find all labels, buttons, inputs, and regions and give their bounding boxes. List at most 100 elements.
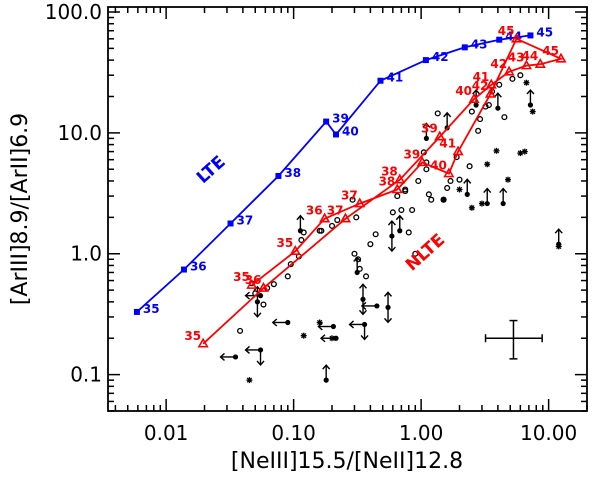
limit-point [244,291,264,300]
series-point [377,77,384,84]
observed-point [328,222,336,229]
series-point [503,65,515,76]
limit-point [317,322,336,331]
limit-point [395,214,404,234]
observed-point [409,206,416,214]
observed-point [496,81,503,88]
series-point [416,156,428,167]
limit-arrowhead [244,345,250,354]
limit-arrowhead [383,291,393,297]
series-point [443,167,455,178]
limit-point [271,318,291,327]
observed-point [466,163,473,170]
point-label: 36 [245,273,262,287]
observed-point [318,227,325,234]
observed-star-point [504,176,511,183]
limit-point [554,228,563,247]
limit-arrowhead [395,214,404,221]
star-stroke [522,148,528,155]
series-point [227,220,234,227]
limit-arrowhead [358,283,368,289]
point-label: 42 [472,79,489,93]
series-point [394,173,406,184]
observed-point [334,217,341,224]
observed-point [405,229,412,236]
observed-star-point [440,196,447,203]
limit-arrowhead [463,178,472,184]
observed-point [415,177,422,185]
limit-arrowhead [319,334,326,343]
star-stroke [246,377,253,383]
series-point [319,212,331,223]
observed-star-point [529,108,536,115]
limit-arrowhead [526,88,535,95]
series-point [422,57,429,64]
observed-point [389,209,396,216]
x-tick-label: 10.00 [520,421,577,445]
limit-point [358,283,368,316]
limit-point [526,88,535,108]
limit-point [244,345,265,367]
series-point [289,245,301,255]
point-label: 41 [439,137,456,151]
series-point [180,266,187,273]
star-stroke [456,186,463,193]
limit-point [483,187,492,207]
limit-point [360,301,380,310]
limit-arrowhead [296,214,305,221]
series-point [484,87,497,98]
limit-point [383,291,393,324]
observed-point [372,231,379,238]
series-point [555,52,567,63]
plot-area-frame [107,6,588,412]
limit-arrowhead [360,334,369,341]
limit-arrowhead [244,291,250,300]
series-point [468,93,480,103]
point-label: 45 [542,44,559,58]
series-point [333,131,340,138]
star-stroke [479,200,485,207]
series-point [323,118,330,125]
observed-star-point [521,148,528,155]
point-label: 41 [473,70,490,84]
observed-star-point [478,200,485,207]
observed-point [468,108,475,115]
observed-point [351,250,358,257]
limit-arrowhead [472,88,481,95]
observed-point [475,127,482,134]
limit-arrowhead [387,220,396,226]
star-stroke [505,177,511,183]
observed-point [517,72,524,79]
limit-arrowhead [387,246,396,253]
y-axis-label: [ArIII]8.9/[ArII]6.9 [8,113,33,305]
limit-point [322,364,331,383]
observed-point [477,116,484,123]
observed-point [444,184,451,192]
observed-star-point [493,147,500,154]
limit-point [348,320,369,341]
star-stroke [469,205,475,211]
point-label: 39 [332,112,349,126]
point-label: 37 [237,213,254,227]
point-label: 38 [379,175,396,189]
point-label: 45 [536,25,553,39]
series-point [485,78,497,89]
x-tick-label: 0.10 [271,421,316,445]
limit-arrowhead [499,187,508,194]
limit-point [422,122,431,142]
limit-point [463,178,472,197]
series-point [452,145,464,156]
observed-point [237,327,244,334]
limit-arrowhead [358,309,368,316]
point-label: 40 [430,159,447,173]
limit-arrowhead [348,320,355,329]
point-label: 35 [233,270,250,284]
limit-arrowhead [554,228,563,234]
point-label: 40 [342,124,359,138]
observed-point [353,214,360,221]
limit-arrowhead [256,360,265,367]
limit-arrowhead [483,187,492,194]
point-label: 35 [184,329,201,343]
point-label: 41 [386,71,403,85]
